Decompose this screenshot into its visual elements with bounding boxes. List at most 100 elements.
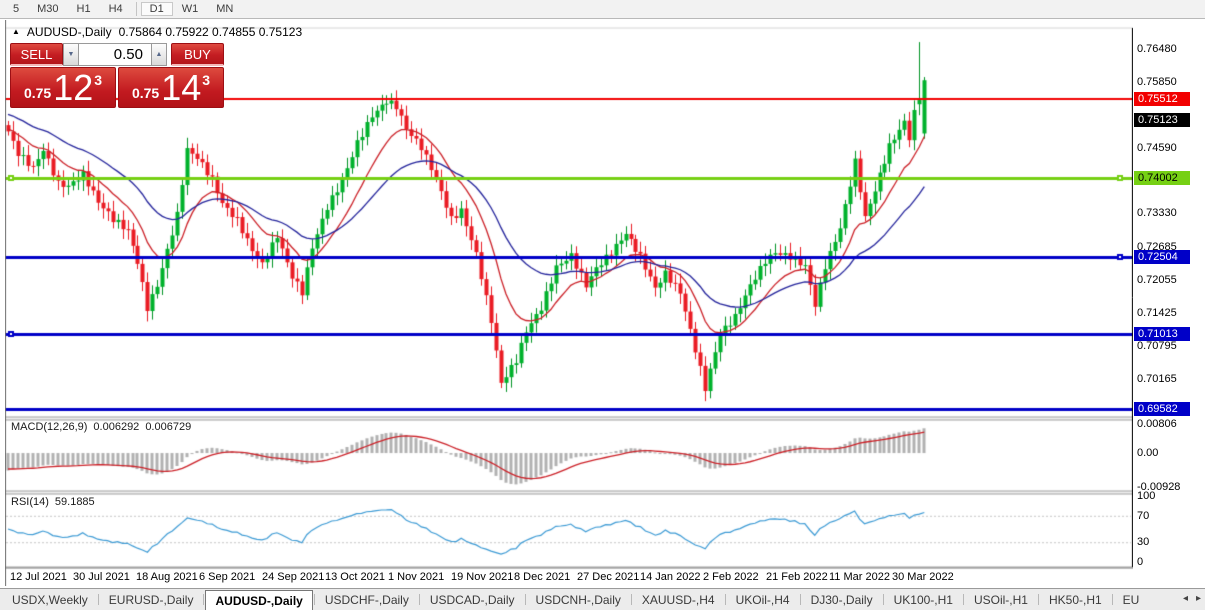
- tab-separator: [418, 594, 420, 605]
- symbol-tab-ukoil-h4[interactable]: UKOil-,H4: [735, 593, 790, 607]
- timeframe-button-mn[interactable]: MN: [216, 3, 234, 15]
- buy-price-prefix: 0.75: [131, 85, 160, 101]
- symbol-tab-xauusd-h4[interactable]: XAUUSD-,H4: [641, 593, 715, 607]
- price-tick-label: 0.76480: [1137, 42, 1177, 55]
- volume-input[interactable]: [79, 43, 151, 66]
- date-tick-label: 30 Mar 2022: [892, 571, 954, 583]
- date-tick-label: 6 Sep 2021: [199, 571, 256, 583]
- symbol-tab-usdchf-daily[interactable]: USDCHF-,Daily: [324, 593, 409, 607]
- date-tick-label: 14 Jan 2022: [640, 571, 701, 583]
- tab-separator: [724, 594, 726, 605]
- date-tick-label: 30 Jul 2021: [73, 571, 130, 583]
- symbol-tabbar: USDX,Weekly EURUSD-,Daily AUDUSD-,Daily USD…: [0, 588, 1205, 610]
- date-tick-label: 11 Mar 2022: [829, 571, 890, 583]
- tab-separator: [882, 594, 884, 605]
- date-tick-label: 8 Dec 2021: [514, 571, 571, 583]
- tab-separator: [1111, 594, 1113, 605]
- rsi-name: RSI(14): [11, 496, 49, 508]
- symbol-tab-audusd-daily[interactable]: AUDUSD-,Daily: [205, 590, 313, 610]
- buy-button[interactable]: BUY: [171, 43, 224, 66]
- sell-price-sup: 3: [94, 72, 103, 88]
- collapse-chart-icon[interactable]: ▲: [12, 26, 20, 36]
- tab-separator: [97, 594, 99, 605]
- macd-axis-label: -0.00928: [1137, 481, 1181, 493]
- sell-price-big: 12: [53, 66, 94, 108]
- price-tick-label: 0.75850: [1137, 75, 1177, 88]
- timeframe-button-w1[interactable]: W1: [181, 3, 199, 15]
- macd-value-signal: 0.006729: [145, 421, 192, 433]
- tab-scroll-right-icon[interactable]: ▸: [1195, 593, 1201, 604]
- rsi-axis-label: 0: [1137, 556, 1144, 568]
- symbol-tab-usdcnh-daily[interactable]: USDCNH-,Daily: [535, 593, 621, 607]
- price-tick-label: 0.72055: [1137, 273, 1177, 286]
- rsi-label: RSI(14) 59.1885: [11, 496, 95, 508]
- timeframe-button-h4[interactable]: H4: [108, 3, 123, 15]
- timeframe-button-m30[interactable]: M30: [37, 3, 59, 15]
- rsi-axis-label: 70: [1137, 509, 1150, 522]
- date-tick-label: 2 Feb 2022: [703, 571, 759, 583]
- date-tick-label: 13 Oct 2021: [325, 571, 385, 583]
- spinner-down-icon: ▼: [67, 51, 75, 58]
- symbol-tab-usoil-h1[interactable]: USOil-,H1: [973, 593, 1028, 607]
- symbol-tab-uk100-h1[interactable]: UK100-,H1: [893, 593, 953, 607]
- date-tick-label: 18 Aug 2021: [136, 571, 198, 583]
- symbol-tab-dj30-daily[interactable]: DJ30-,Daily: [810, 593, 873, 607]
- price-tick-label: 0.70795: [1137, 339, 1177, 352]
- tab-scroll-left-icon[interactable]: ◂: [1182, 593, 1188, 604]
- chart-header: ▲ AUDUSD-,Daily 0.75864 0.75922 0.74855 …: [12, 25, 302, 39]
- symbol-tab-eu[interactable]: EU: [1122, 593, 1140, 607]
- buy-price-tile[interactable]: 0.75 14 3: [118, 67, 224, 108]
- volume-decrease-button[interactable]: ▼: [63, 43, 79, 66]
- price-badge: 0.71013: [1134, 327, 1190, 342]
- sell-price-prefix: 0.75: [23, 85, 52, 101]
- price-badge: 0.72504: [1134, 249, 1190, 264]
- buy-price-sup: 3: [202, 72, 211, 88]
- macd-axis-label: 0.00: [1137, 447, 1159, 460]
- macd-label: MACD(12,26,9) 0.006292 0.006729: [11, 421, 191, 433]
- volume-increase-button[interactable]: ▲: [151, 43, 167, 66]
- tab-separator: [313, 594, 315, 605]
- sell-button[interactable]: SELL: [10, 43, 63, 66]
- chart-ohlc-values: 0.75864 0.75922 0.74855 0.75123: [118, 25, 303, 39]
- price-badge: 0.75123: [1134, 112, 1190, 127]
- tab-scroll-arrows: ◂ ▸: [1183, 593, 1201, 604]
- rsi-axis-label: 100: [1137, 490, 1156, 502]
- symbol-tab-hk50-h1[interactable]: HK50-,H1: [1048, 593, 1102, 607]
- price-badge: 0.75512: [1134, 92, 1190, 107]
- toolbar-separator: [135, 2, 137, 16]
- timeframe-button-h1[interactable]: H1: [76, 3, 91, 15]
- date-tick-label: 19 Nov 2021: [451, 571, 514, 583]
- buy-price-big: 14: [161, 66, 202, 108]
- price-tick-label: 0.73330: [1137, 207, 1177, 220]
- symbol-tab-usdx-weekly[interactable]: USDX,Weekly: [12, 593, 88, 607]
- macd-name: MACD(12,26,9): [11, 421, 88, 433]
- trade-panel: SELL ▼ ▲ BUY 0.75 12 3 0.75 14 3: [10, 43, 224, 108]
- tab-separator: [203, 594, 205, 605]
- price-badge: 0.74002: [1134, 171, 1190, 186]
- macd-axis-label: 0.00806: [1137, 418, 1177, 430]
- date-tick-label: 1 Nov 2021: [388, 571, 445, 583]
- date-tick-label: 21 Feb 2022: [766, 571, 828, 583]
- timeframe-button-5[interactable]: 5: [13, 3, 20, 15]
- rsi-value: 59.1885: [54, 496, 95, 508]
- timeframe-toolbar: 5 M30 H1 H4 D1 W1 MN: [0, 0, 1205, 19]
- timeframe-button-d1[interactable]: D1: [140, 2, 173, 16]
- spinner-up-icon: ▲: [155, 51, 163, 58]
- tab-separator: [630, 594, 632, 605]
- macd-value-main: 0.006292: [93, 421, 140, 433]
- sell-price-tile[interactable]: 0.75 12 3: [10, 67, 116, 108]
- chart-symbol-label: AUDUSD-,Daily: [26, 25, 112, 39]
- date-tick-label: 27 Dec 2021: [577, 571, 640, 583]
- date-tick-label: 12 Jul 2021: [10, 571, 67, 583]
- symbol-tab-usdcad-daily[interactable]: USDCAD-,Daily: [429, 593, 515, 607]
- symbol-tabs: USDX,Weekly EURUSD-,Daily AUDUSD-,Daily USD…: [0, 589, 1148, 610]
- price-badge: 0.69582: [1134, 402, 1190, 417]
- price-tick-label: 0.74590: [1137, 141, 1177, 154]
- tab-separator: [799, 594, 801, 605]
- price-tick-label: 0.70165: [1137, 372, 1177, 385]
- price-tick-label: 0.71425: [1137, 306, 1177, 319]
- tab-separator: [1037, 594, 1039, 605]
- main-chart-canvas[interactable]: [5, 20, 1133, 586]
- symbol-tab-eurusd-daily[interactable]: EURUSD-,Daily: [108, 593, 194, 607]
